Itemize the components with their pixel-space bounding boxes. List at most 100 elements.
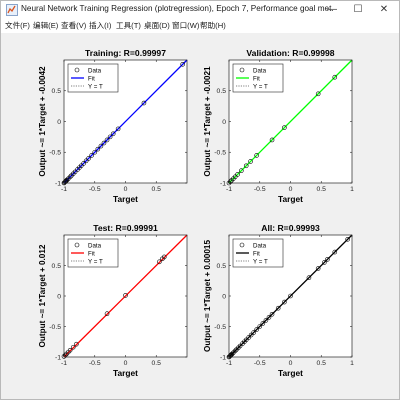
validation-title: Validation: R=0.99998 — [246, 48, 334, 58]
validation-legend-fit-label: Fit — [253, 75, 260, 82]
training-data-point — [110, 131, 116, 137]
test-xtick-label: -0.5 — [89, 360, 101, 367]
all-title: All: R=0.99993 — [261, 223, 320, 233]
all-ytick-label: -0.5 — [214, 324, 226, 331]
minimize-button[interactable]: — — [327, 4, 337, 15]
training-xlabel: Target — [113, 194, 138, 204]
training-legend-data-label: Data — [88, 67, 102, 74]
validation-legend-data-marker — [239, 67, 245, 73]
training-ylabel: Output ~= 1*Target + -0.0042 — [38, 66, 47, 177]
training-data-point — [81, 161, 86, 166]
all-fit-line — [228, 234, 353, 358]
test-legend-fit-label: Fit — [88, 250, 95, 257]
all-ytick-label: 0 — [222, 293, 226, 300]
validation-legend-yt-label: Y = T — [253, 83, 268, 90]
all-plot: All: R=0.99993 -1 -0.5 0 0.5 1 -1 -0.5 0 0.5 Targe… — [203, 223, 354, 378]
all-ytick-label: 0.5 — [217, 263, 227, 270]
title-bar[interactable]: Neural Network Training Regression (plot… — [1, 1, 399, 19]
training-data-point — [92, 149, 98, 155]
validation-plot: Validation: R=0.99998 -1 -0.5 0 0.5 1 -1 -0.5 0 0… — [203, 48, 354, 204]
training-data-point — [180, 62, 185, 67]
validation-legend-data-label: Data — [253, 67, 267, 74]
menu-help[interactable]: 帮助(H) — [200, 21, 226, 30]
test-xtick-label: 0 — [124, 360, 128, 367]
training-data-point — [67, 174, 73, 180]
test-xtick-label: -1 — [61, 360, 67, 367]
test-data-point — [70, 344, 76, 350]
all-data-point — [257, 324, 263, 329]
all-data-point — [269, 311, 275, 317]
test-xtick-label: 0.5 — [152, 360, 162, 367]
menu-window[interactable]: 窗口(W) — [172, 21, 200, 30]
test-data-point — [74, 341, 79, 347]
validation-ytick-label: 0.5 — [217, 88, 227, 95]
close-button[interactable]: ✕ — [379, 4, 389, 15]
training-axes-border — [63, 59, 188, 184]
all-data-point — [325, 257, 330, 262]
validation-data-point — [248, 159, 253, 164]
all-data-point — [243, 337, 249, 343]
all-data-point — [288, 293, 293, 299]
all-data-point — [275, 305, 281, 311]
all-data-point — [266, 315, 272, 320]
all-data-point — [332, 249, 338, 255]
validation-data-point — [315, 91, 321, 97]
training-xtick-label: -1 — [61, 186, 67, 193]
menu-bar: 文件(F) 编辑(E) 查看(V) 插入(I) 工具(T) 桌面(D) 窗口(W… — [1, 19, 399, 33]
training-data-point — [141, 100, 147, 106]
all-data-point — [260, 321, 266, 326]
validation-data-point — [227, 179, 233, 185]
all-data-point — [237, 343, 243, 349]
menu-desktop[interactable]: 桌面(D) — [144, 21, 170, 30]
training-data-point — [83, 158, 89, 164]
validation-data-point — [282, 125, 287, 130]
training-data-point — [115, 126, 121, 132]
all-legend-data-label: Data — [253, 242, 267, 249]
all-data-point — [251, 330, 256, 335]
menu-insert[interactable]: 插入(I) — [89, 21, 112, 30]
training-data-point — [104, 137, 110, 143]
validation-ytick-label: -1 — [220, 180, 226, 187]
all-data-point — [248, 332, 254, 338]
test-ytick-label: 0 — [57, 293, 61, 300]
validation-data-point — [235, 172, 240, 177]
all-xtick-label: 1 — [350, 360, 354, 367]
validation-data-point — [269, 137, 275, 143]
menu-view[interactable]: 查看(V) — [61, 21, 87, 30]
training-data-point — [86, 156, 91, 161]
training-ytick-label: -0.5 — [49, 150, 61, 157]
menu-file[interactable]: 文件(F) — [5, 21, 30, 30]
menu-tools[interactable]: 工具(T) — [116, 21, 141, 30]
test-data-point — [104, 311, 110, 316]
all-data-point — [263, 318, 269, 323]
all-xtick-label: -0.5 — [254, 360, 266, 367]
all-xlabel: Target — [278, 368, 303, 378]
all-legend-yt-label: Y = T — [253, 258, 268, 265]
validation-data-point — [239, 168, 244, 173]
test-data-point — [157, 259, 162, 265]
test-ytick-label: -0.5 — [49, 324, 61, 331]
menu-edit[interactable]: 编辑(E) — [33, 21, 59, 30]
all-data-point — [229, 351, 235, 357]
validation-xtick-label: 0 — [289, 186, 293, 193]
all-xtick-label: 0 — [289, 360, 293, 367]
validation-ylabel: Output ~= 1*Target + -0.0021 — [203, 66, 212, 177]
training-legend-fit-label: Fit — [88, 75, 95, 82]
training-data-point — [98, 143, 104, 149]
test-ytick-label: -1 — [55, 354, 61, 361]
training-title: Training: R=0.99997 — [85, 48, 166, 58]
regression-plots: Training: R=0.99997 -1 -0.5 0 0.5 -1 -0.5 0 0.5 T… — [38, 48, 354, 378]
training-data-point — [95, 146, 101, 152]
validation-ytick-label: 0 — [222, 119, 226, 126]
training-data-point — [107, 134, 113, 140]
validation-axes-border — [228, 59, 353, 184]
all-data-point — [315, 266, 321, 271]
matlab-figure-icon — [6, 4, 18, 16]
maximize-button[interactable]: ☐ — [353, 4, 363, 15]
all-data-point — [232, 348, 238, 354]
training-ytick-label: 0 — [57, 119, 61, 126]
test-ylabel: Output ~= 1*Target + 0.012 — [38, 244, 47, 347]
